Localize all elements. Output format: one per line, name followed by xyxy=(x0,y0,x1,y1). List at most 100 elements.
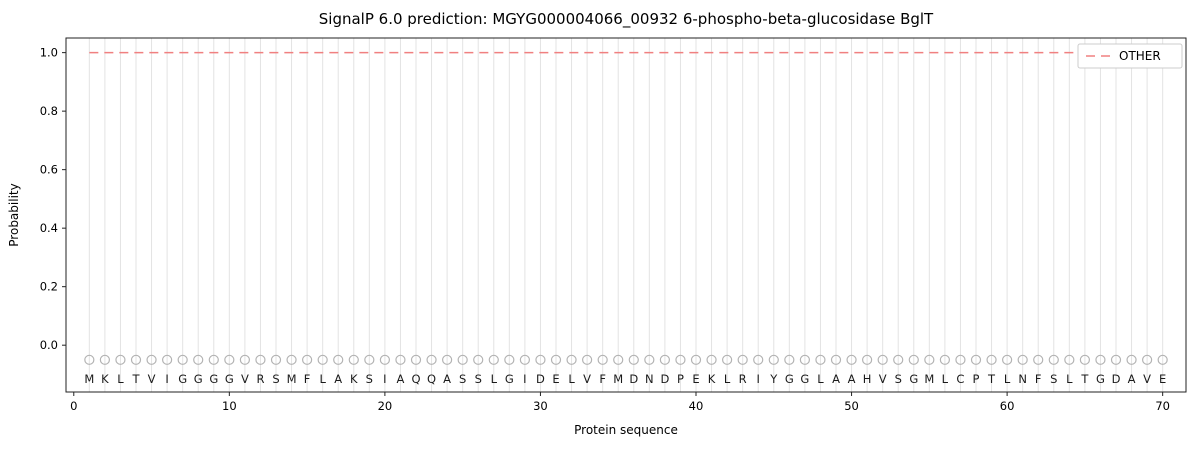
residue-letter: R xyxy=(256,372,264,386)
residue-marker xyxy=(348,354,359,365)
residue-marker xyxy=(224,354,235,365)
residue-marker xyxy=(799,354,810,365)
residue-letter: A xyxy=(832,372,840,386)
residue-letter: Q xyxy=(427,372,436,386)
residue-letter: K xyxy=(708,372,716,386)
residue-marker xyxy=(410,354,422,365)
residue-letter: G xyxy=(1096,372,1105,386)
residue-marker xyxy=(628,354,639,365)
residue-marker xyxy=(535,354,546,365)
residue-marker xyxy=(177,354,188,365)
y-axis-label: Probability xyxy=(7,183,21,246)
residue-letter: L xyxy=(491,372,498,386)
residue-marker xyxy=(862,354,873,365)
residue-letter: L xyxy=(817,372,824,386)
residue-letter: V xyxy=(583,372,591,386)
residue-marker xyxy=(317,354,328,365)
residue-letter: H xyxy=(863,372,872,386)
residue-marker xyxy=(737,354,748,365)
residue-letter: S xyxy=(475,372,482,386)
x-tick-label: 70 xyxy=(1155,399,1170,413)
residue-marker xyxy=(644,354,655,365)
residue-marker xyxy=(1017,354,1028,365)
residue-letter: V xyxy=(241,372,249,386)
residue-marker xyxy=(239,354,250,365)
residue-marker xyxy=(690,354,702,365)
residue-letter: F xyxy=(1035,372,1042,386)
residue-letter: L xyxy=(319,372,326,386)
legend-box xyxy=(1077,43,1183,69)
residue-marker xyxy=(162,354,173,365)
residue-marker xyxy=(582,354,593,365)
residue-marker xyxy=(457,354,468,365)
residue-marker xyxy=(784,354,795,365)
gridlines-group xyxy=(88,38,1164,392)
residue-letter: P xyxy=(973,372,980,386)
residue-letter: T xyxy=(987,372,996,386)
residue-letter: I xyxy=(383,372,386,386)
residue-letter: I xyxy=(523,372,526,386)
residue-letter: D xyxy=(1112,372,1121,386)
residue-letter: K xyxy=(350,372,358,386)
residue-letter: L xyxy=(942,372,949,386)
residue-marker xyxy=(597,354,608,365)
residue-letter: L xyxy=(1004,372,1011,386)
residue-letter: L xyxy=(117,372,124,386)
y-tick-label: 0.4 xyxy=(40,221,58,235)
residue-marker xyxy=(270,354,282,365)
residue-marker xyxy=(1064,354,1075,365)
legend: OTHER xyxy=(1077,43,1183,69)
residue-letter: S xyxy=(272,372,279,386)
residue-marker xyxy=(908,354,919,365)
residue-letter: S xyxy=(366,372,373,386)
residue-marker xyxy=(659,354,670,365)
residue-letter: L xyxy=(724,372,731,386)
x-tick-label: 30 xyxy=(533,399,548,413)
x-tick-label: 10 xyxy=(222,399,237,413)
residue-letter: M xyxy=(287,372,297,386)
residue-marker xyxy=(893,354,904,365)
residue-marker xyxy=(1157,354,1168,365)
residue-letter: A xyxy=(397,372,405,386)
residue-marker xyxy=(970,354,982,365)
residue-letter: V xyxy=(148,372,156,386)
residue-letter: G xyxy=(194,372,203,386)
residue-marker xyxy=(1048,354,1059,365)
y-tick-label: 0.2 xyxy=(40,280,58,294)
residue-letter: C xyxy=(956,372,964,386)
residue-letter: A xyxy=(334,372,342,386)
residue-letter: G xyxy=(505,372,514,386)
residue-letter: Y xyxy=(769,372,778,386)
residue-marker xyxy=(146,354,157,365)
residue-letter: E xyxy=(1159,372,1166,386)
residue-letter: G xyxy=(178,372,187,386)
residue-marker xyxy=(675,354,686,365)
residue-letter: S xyxy=(1050,372,1057,386)
x-tick-label: 40 xyxy=(689,399,704,413)
residue-letter: G xyxy=(209,372,218,386)
residue-marker xyxy=(504,354,515,365)
residue-letter: A xyxy=(1128,372,1136,386)
residue-marker xyxy=(364,354,375,365)
residue-letter: L xyxy=(1066,372,1073,386)
residue-letter: I xyxy=(165,372,168,386)
residue-letter: D xyxy=(629,372,638,386)
residue-letter: N xyxy=(1018,372,1027,386)
residue-markers-group xyxy=(84,354,1168,365)
residue-letter: M xyxy=(84,372,94,386)
residue-letter: P xyxy=(677,372,684,386)
x-tick-label: 60 xyxy=(1000,399,1015,413)
residue-letter: K xyxy=(101,372,109,386)
residue-marker xyxy=(193,354,204,365)
residue-letter: A xyxy=(443,372,451,386)
residue-marker xyxy=(613,354,624,365)
y-tick-label: 0.0 xyxy=(40,338,58,352)
residue-letter: G xyxy=(785,372,794,386)
residue-letter: F xyxy=(304,372,311,386)
residue-letter: G xyxy=(225,372,234,386)
residue-letter: M xyxy=(613,372,623,386)
residue-letter: D xyxy=(660,372,669,386)
residue-marker xyxy=(130,354,142,365)
